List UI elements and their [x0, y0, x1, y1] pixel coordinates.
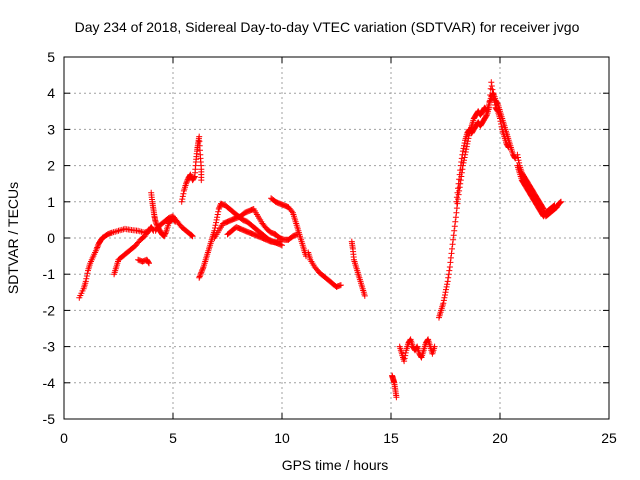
- y-tick-label: -3: [43, 339, 56, 355]
- data-point-marker: [279, 242, 285, 249]
- data-point-marker: [162, 229, 169, 236]
- data-point-marker: [446, 267, 453, 274]
- data-point-marker: [146, 260, 152, 267]
- data-point-marker: [187, 171, 194, 178]
- x-tick-label: 15: [383, 430, 399, 446]
- data-point-marker: [558, 198, 564, 205]
- data-point-marker: [447, 254, 454, 261]
- series-segment-low-15: [389, 372, 400, 401]
- series-segment-track-7c: [224, 224, 283, 246]
- data-point-marker: [453, 194, 460, 201]
- data-point-marker: [445, 274, 452, 281]
- data-point-marker: [212, 222, 219, 229]
- y-tick-label: -4: [43, 375, 56, 391]
- data-markers: [76, 79, 564, 401]
- y-tick-label: -5: [43, 411, 56, 427]
- y-tick-label: 3: [47, 121, 55, 137]
- x-tick-label: 5: [169, 430, 177, 446]
- y-tick-label: 2: [47, 158, 55, 174]
- data-point-marker: [497, 118, 504, 125]
- data-point-marker: [215, 208, 222, 215]
- data-point-marker: [198, 269, 205, 276]
- data-point-marker: [198, 177, 205, 184]
- series-segment-track-5: [152, 213, 196, 240]
- data-point-marker: [337, 282, 344, 289]
- data-point-marker: [196, 273, 203, 280]
- x-tick-label: 0: [60, 430, 68, 446]
- series-segment-track-9: [268, 195, 309, 260]
- series-segment-late-track-b: [514, 151, 564, 220]
- data-point-marker: [214, 214, 221, 221]
- data-point-marker: [488, 83, 495, 89]
- data-point-marker: [463, 146, 470, 153]
- x-tick-label: 25: [601, 430, 617, 446]
- data-point-marker: [216, 204, 223, 211]
- data-point-marker: [452, 218, 459, 225]
- data-point-marker: [491, 96, 497, 103]
- y-tick-label: 5: [47, 49, 55, 65]
- data-point-marker: [84, 270, 91, 277]
- series-segment-track-7b: [211, 206, 301, 243]
- data-point-marker: [458, 155, 465, 162]
- y-tick-label: -1: [43, 266, 56, 282]
- data-point-marker: [183, 179, 190, 186]
- axis-ticks: 0 5 10 15 20 25 -5 -4 -3 -2 -1 0 1 2 3 4 5: [43, 49, 617, 446]
- y-tick-label: 1: [47, 194, 55, 210]
- y-axis-title: SDTVAR / TECUs: [5, 182, 21, 294]
- x-tick-label: 20: [492, 430, 508, 446]
- data-point-marker: [486, 104, 493, 111]
- y-tick-label: -2: [43, 302, 56, 318]
- data-point-marker: [457, 167, 464, 174]
- data-point-marker: [443, 286, 449, 293]
- data-point-marker: [444, 281, 451, 288]
- data-point-marker: [514, 151, 521, 158]
- data-point-marker: [498, 123, 505, 130]
- series-segment-track-13: [348, 238, 368, 299]
- data-point-marker: [440, 300, 447, 307]
- y-tick-label: 0: [47, 230, 55, 246]
- data-point-marker: [288, 208, 295, 215]
- data-point-marker: [276, 238, 283, 245]
- data-point-marker: [199, 266, 206, 273]
- chart-title: Day 234 of 2018, Sidereal Day-to-day VTE…: [75, 19, 580, 35]
- data-point-marker: [459, 148, 466, 155]
- data-point-marker: [361, 292, 368, 299]
- data-point-marker: [449, 245, 455, 252]
- data-point-marker: [402, 349, 409, 356]
- data-point-marker: [393, 394, 400, 401]
- series-segment-low-15b: [396, 336, 438, 365]
- data-point-marker: [94, 244, 101, 251]
- grid: [64, 57, 609, 419]
- data-point-marker: [455, 185, 461, 192]
- series-segment-second-track: [111, 224, 157, 278]
- series-segment-dip-at-4: [135, 256, 152, 267]
- data-point-marker: [512, 155, 519, 162]
- data-point-marker: [401, 355, 408, 362]
- data-point-marker: [178, 198, 185, 205]
- y-tick-label: 4: [47, 85, 55, 101]
- data-point-marker: [505, 144, 512, 151]
- x-tick-label: 10: [274, 430, 290, 446]
- data-point-marker: [83, 275, 90, 282]
- x-axis-title: GPS time / hours: [282, 457, 389, 473]
- data-point-marker: [431, 343, 438, 350]
- data-point-marker: [450, 236, 457, 243]
- data-point-marker: [515, 157, 522, 164]
- data-point-marker: [486, 98, 493, 105]
- series-segment-rise-track-b: [453, 79, 512, 205]
- data-point-marker: [453, 205, 460, 212]
- data-point-marker: [489, 90, 496, 97]
- data-point-marker: [441, 294, 448, 301]
- data-point-marker: [456, 176, 463, 183]
- data-point-marker: [161, 231, 168, 238]
- data-point-marker: [153, 220, 160, 227]
- data-point-marker: [179, 193, 186, 200]
- data-point-marker: [189, 233, 196, 240]
- data-point-marker: [461, 142, 467, 149]
- series-segment-decline-11: [305, 249, 344, 290]
- data-point-marker: [451, 227, 458, 234]
- series-segment-rise-at-5: [178, 133, 205, 205]
